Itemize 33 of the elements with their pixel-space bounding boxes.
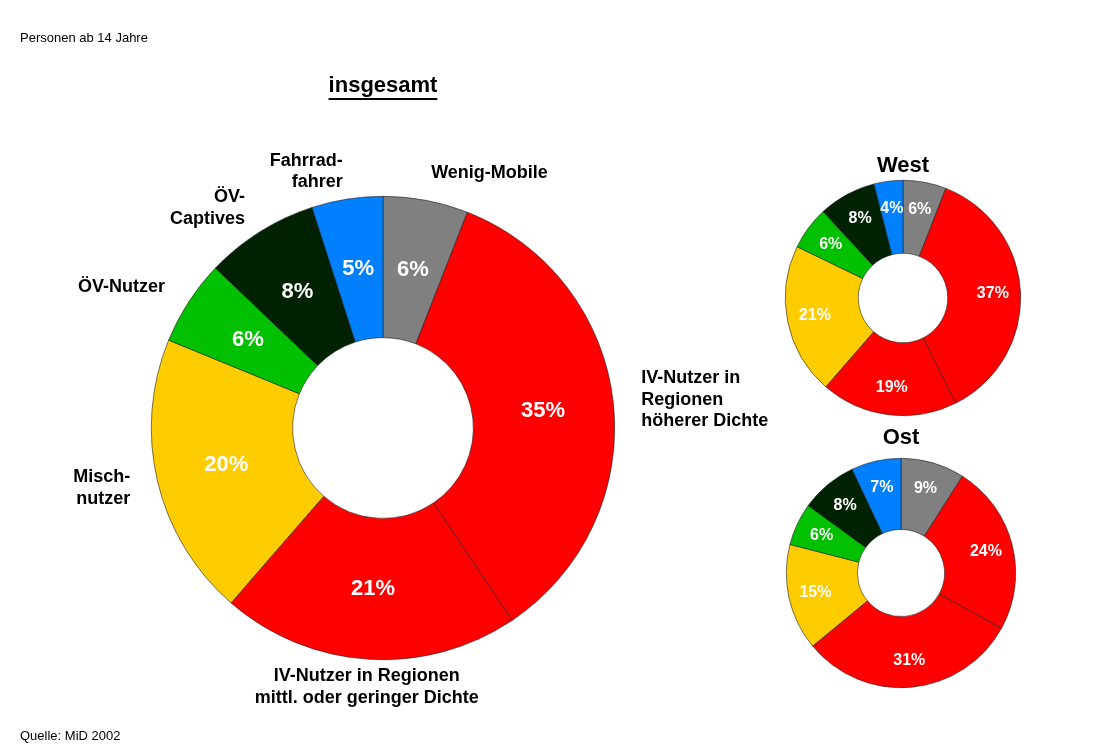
data-label: 31%: [893, 650, 926, 668]
data-label: 37%: [976, 284, 1009, 302]
chart-title: insgesamt: [328, 72, 439, 98]
data-label: 21%: [350, 574, 396, 600]
data-label: 35%: [521, 396, 566, 422]
data-label: 8%: [833, 495, 857, 513]
slice-label: Misch- nutzer: [73, 466, 131, 508]
chart-title: Ost: [882, 424, 920, 450]
data-label: 20%: [204, 451, 249, 477]
data-label: 8%: [848, 209, 872, 227]
data-label: 6%: [232, 326, 264, 352]
chart-title: West: [876, 152, 930, 178]
text: Personen ab 14 Jahre: [20, 29, 148, 45]
slice-label: IV-Nutzer in Regionen höherer Dichte: [641, 367, 769, 431]
data-label: 9%: [913, 479, 938, 497]
data-label: 6%: [810, 526, 834, 544]
data-label: 6%: [396, 255, 429, 281]
data-label: 7%: [870, 477, 894, 495]
slice-label: ÖV-Nutzer: [78, 275, 166, 296]
slice-label: IV-Nutzer in Regionen mittl. oder geringer Dichte: [254, 665, 479, 707]
data-label: 5%: [342, 254, 374, 280]
slice-label: Fahrrad- fahrer: [269, 149, 343, 192]
data-label: 6%: [908, 200, 932, 217]
data-label: 8%: [281, 277, 314, 303]
data-label: 19%: [875, 377, 908, 395]
slice-label: ÖV- Captives: [170, 186, 246, 228]
source-note: Quelle: MiD 2002: [20, 727, 121, 743]
data-label: 24%: [969, 541, 1002, 559]
data-label: 21%: [798, 306, 831, 324]
data-label: 4%: [880, 199, 904, 217]
data-label: 6%: [819, 234, 843, 252]
data-label: 15%: [799, 582, 832, 600]
slice-label: Wenig-Mobile: [431, 161, 548, 182]
